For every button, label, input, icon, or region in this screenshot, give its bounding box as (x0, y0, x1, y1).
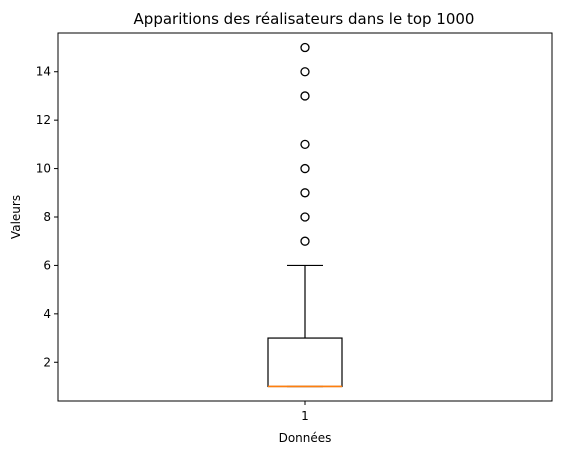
y-axis: 2 4 6 8 10 12 14 (36, 65, 58, 369)
box-group (267, 264, 343, 388)
outlier-point (300, 188, 310, 198)
y-axis-label: Valeurs (9, 195, 23, 239)
y-tick-label: 8 (43, 210, 51, 224)
y-tick-label: 2 (43, 355, 51, 369)
chart-title: Apparitions des réalisateurs dans le top… (134, 10, 475, 28)
x-axis: 1 (301, 401, 309, 423)
y-tick-label: 14 (36, 65, 51, 79)
outlier-point (300, 163, 310, 174)
outlier-point (300, 139, 310, 150)
y-tick-label: 10 (36, 162, 51, 176)
outliers-group (300, 42, 310, 246)
outlier-point (300, 67, 310, 77)
outlier-point (300, 42, 310, 53)
x-axis-label: Données (279, 431, 332, 445)
outlier-point (300, 91, 310, 101)
plot-area-frame (57, 32, 553, 402)
x-tick-label: 1 (301, 409, 309, 423)
outlier-point (300, 236, 310, 246)
y-tick-label: 4 (43, 307, 51, 321)
box-iqr (267, 337, 343, 388)
outlier-point (300, 212, 310, 222)
y-tick-label: 6 (43, 258, 51, 272)
y-tick-label: 12 (36, 113, 51, 127)
